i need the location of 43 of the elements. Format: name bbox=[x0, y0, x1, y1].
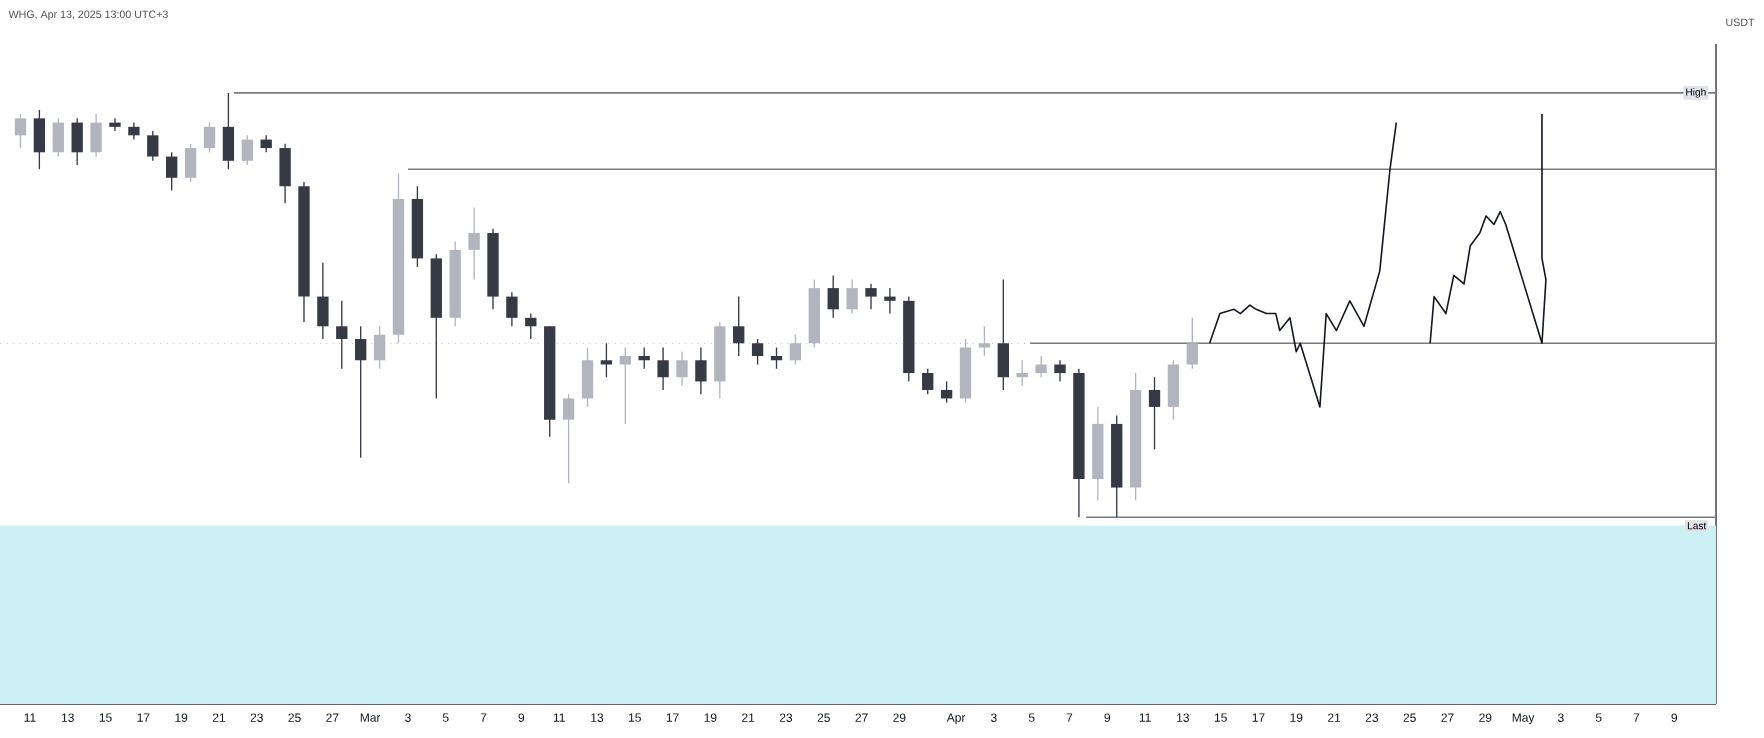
candlestick bbox=[317, 261, 329, 340]
candlestick bbox=[14, 113, 27, 149]
candlestick bbox=[279, 143, 291, 204]
candlestick bbox=[884, 287, 896, 315]
candlestick bbox=[336, 300, 348, 370]
candlestick bbox=[922, 368, 934, 395]
candlestick bbox=[997, 278, 1009, 391]
candlestick bbox=[733, 295, 745, 357]
candlestick bbox=[506, 291, 518, 327]
candlestick bbox=[355, 325, 367, 459]
candlestick bbox=[1054, 359, 1066, 383]
candlestick bbox=[1148, 376, 1161, 451]
candlestick bbox=[203, 121, 216, 153]
candlestick bbox=[222, 92, 235, 170]
candlestick bbox=[184, 143, 197, 183]
candlestick bbox=[600, 342, 613, 378]
candlestick bbox=[1186, 317, 1198, 370]
candlestick bbox=[468, 206, 480, 281]
candlestick bbox=[827, 274, 839, 319]
candlestick bbox=[846, 278, 858, 315]
candlestick bbox=[638, 346, 650, 370]
candlestick bbox=[52, 117, 64, 158]
candlestick bbox=[581, 346, 594, 408]
candlestick bbox=[940, 380, 953, 404]
candlestick bbox=[619, 346, 631, 425]
candlestick bbox=[676, 351, 688, 387]
candlestick bbox=[71, 117, 83, 166]
candlestick bbox=[751, 338, 764, 366]
candlestick bbox=[525, 312, 537, 340]
candlestick bbox=[241, 134, 253, 166]
candlestick bbox=[695, 346, 707, 395]
candlestick bbox=[1167, 359, 1180, 421]
candlestick bbox=[147, 130, 159, 162]
candlestick bbox=[1016, 359, 1028, 387]
candlestick bbox=[109, 117, 121, 132]
candlestick bbox=[1035, 355, 1047, 378]
candlestick bbox=[90, 113, 102, 158]
candlestick bbox=[166, 151, 178, 192]
candlestick bbox=[770, 346, 783, 370]
candlestick bbox=[657, 346, 669, 391]
candlestick bbox=[865, 283, 877, 310]
candlestick bbox=[562, 393, 575, 484]
candlestick bbox=[33, 109, 46, 170]
